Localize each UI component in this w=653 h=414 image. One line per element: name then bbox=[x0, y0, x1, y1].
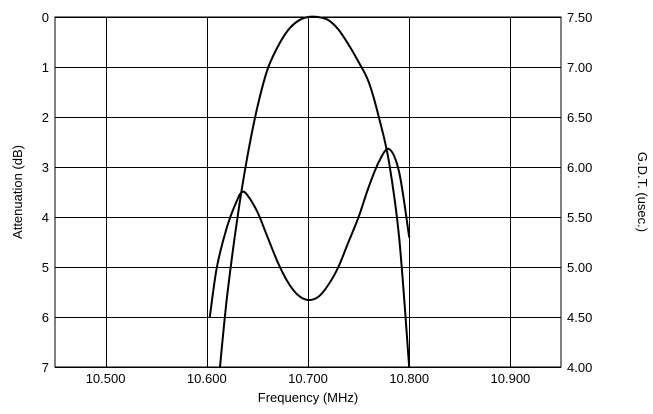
gridlines bbox=[55, 17, 561, 368]
left-y-tick-label: 2 bbox=[42, 110, 49, 125]
right-y-tick-labels: 7.50 7.00 6.50 6.00 5.50 5.00 4.50 4.00 bbox=[567, 10, 592, 375]
left-y-axis-label: Attenuation (dB) bbox=[10, 145, 25, 239]
gdt-curve bbox=[208, 147, 411, 318]
x-tick-label: 10.600 bbox=[187, 371, 227, 386]
left-y-tick-label: 5 bbox=[42, 260, 49, 275]
right-y-tick-label: 5.00 bbox=[567, 260, 592, 275]
right-y-tick-label: 5.50 bbox=[567, 210, 592, 225]
attenuation-curve bbox=[219, 15, 411, 368]
right-y-tick-label: 7.50 bbox=[567, 10, 592, 25]
left-y-tick-label: 0 bbox=[42, 10, 49, 25]
right-y-tick-label: 7.00 bbox=[567, 60, 592, 75]
x-tick-label: 10.500 bbox=[86, 371, 126, 386]
x-tick-label: 10.900 bbox=[491, 371, 531, 386]
right-y-tick-label: 4.00 bbox=[567, 360, 592, 375]
right-y-axis-label: G.D.T. (usec.) bbox=[635, 152, 650, 232]
left-y-tick-labels: 0 1 2 3 4 5 6 7 bbox=[42, 10, 49, 375]
left-y-tick-label: 4 bbox=[42, 210, 49, 225]
right-y-tick-label: 6.00 bbox=[567, 160, 592, 175]
right-y-tick-label: 4.50 bbox=[567, 310, 592, 325]
x-tick-label: 10.700 bbox=[288, 371, 328, 386]
left-y-tick-label: 7 bbox=[42, 360, 49, 375]
x-tick-label: 10.800 bbox=[389, 371, 429, 386]
x-axis-label: Frequency (MHz) bbox=[258, 390, 358, 405]
right-y-tick-label: 6.50 bbox=[567, 110, 592, 125]
series-curves bbox=[208, 15, 411, 368]
left-y-tick-label: 3 bbox=[42, 160, 49, 175]
x-tick-labels: 10.500 10.600 10.700 10.800 10.900 bbox=[86, 371, 531, 386]
left-y-tick-label: 1 bbox=[42, 60, 49, 75]
left-y-tick-label: 6 bbox=[42, 310, 49, 325]
